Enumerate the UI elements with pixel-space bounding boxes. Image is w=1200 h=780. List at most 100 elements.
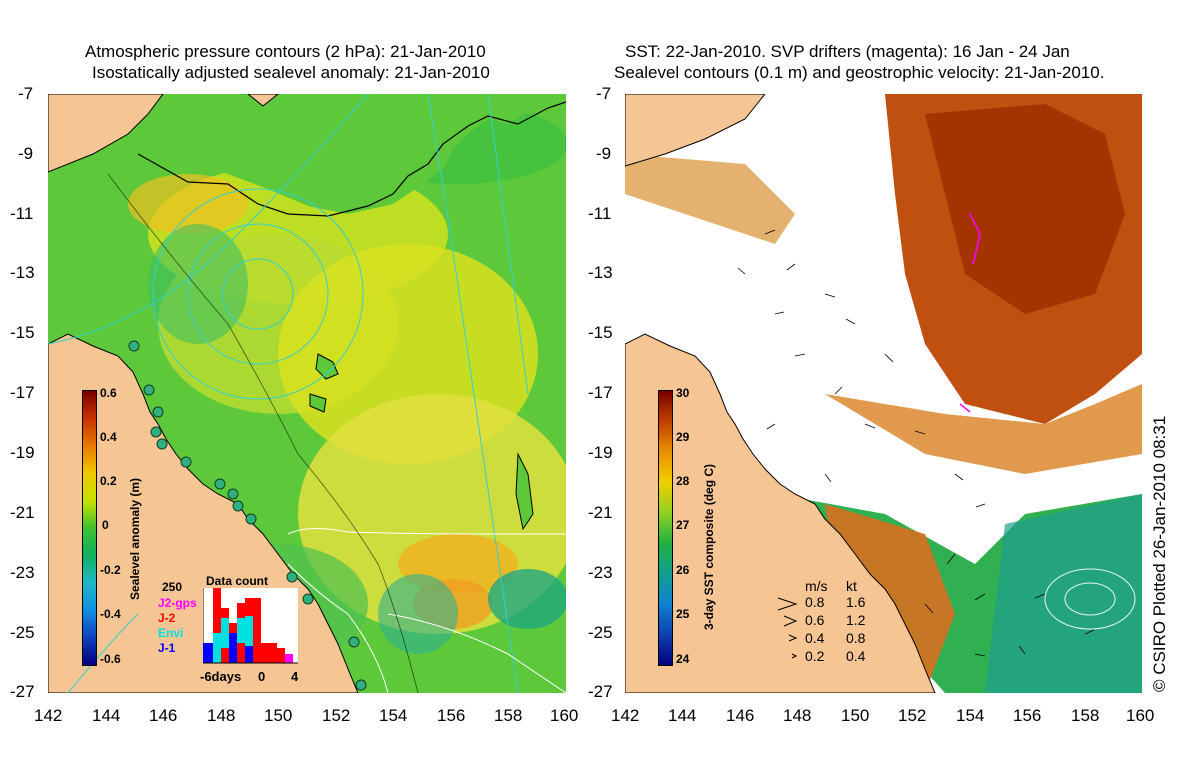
- x-tick: 144: [668, 706, 697, 725]
- left-title-line2: Isostatically adjusted sealevel anomaly:…: [92, 63, 490, 82]
- histogram-bar: [277, 648, 285, 663]
- right-map: [625, 94, 1142, 693]
- x-tick: 154: [956, 706, 985, 725]
- anomaly-blob: [378, 574, 458, 654]
- island: [515, 452, 534, 531]
- velocity-arrow-icon: [783, 615, 798, 627]
- x-tick: 148: [207, 706, 236, 725]
- anomaly-blob: [128, 174, 248, 234]
- colorbar-tick: 28: [676, 474, 690, 488]
- credit-text: © CSIRO Plotted 26-Jan-2010 08:31: [1150, 415, 1169, 692]
- velocity-kt-value: 0.8: [846, 630, 866, 646]
- velocity-header-kt: kt: [846, 578, 857, 594]
- y-tick: -17: [588, 383, 613, 402]
- histogram-bar: [253, 598, 261, 663]
- x-tick: 152: [898, 706, 927, 725]
- histogram-x-label: -6days: [200, 669, 242, 684]
- sst-map: [625, 94, 1142, 693]
- y-tick: -19: [10, 443, 35, 462]
- geostrophic-velocity-arrows: [737, 229, 1095, 657]
- histogram-bar: [203, 643, 213, 663]
- velocity-ms-value: 0.8: [805, 594, 825, 610]
- y-tick: -11: [10, 204, 34, 223]
- histogram-bar: [213, 633, 221, 663]
- histogram-x-label: 0: [258, 669, 266, 684]
- x-tick: 156: [437, 706, 466, 725]
- velocity-arrow-icon: [791, 653, 798, 659]
- island: [309, 393, 327, 413]
- velocity-ms-value: 0.6: [805, 612, 825, 628]
- data-count-histogram: [203, 588, 298, 664]
- velocity-kt-value: 1.2: [846, 612, 866, 628]
- y-tick: -23: [588, 563, 613, 582]
- colorbar-label: 3-day SST composite (deg C): [702, 463, 716, 630]
- legend-j2-gps: J2-gps: [158, 596, 197, 610]
- anomaly-blob: [488, 569, 566, 629]
- y-tick: -19: [588, 443, 613, 462]
- y-tick: -15: [10, 323, 35, 342]
- australia-land: [625, 333, 936, 693]
- y-tick: -13: [588, 263, 613, 282]
- colorbar-tick: 0: [102, 518, 109, 532]
- colorbar-gradient: [82, 390, 97, 666]
- histogram-bar: [261, 643, 269, 663]
- velocity-ms-value: 0.2: [805, 648, 825, 664]
- legend-envi: Envi: [158, 626, 184, 640]
- pressure-contours: [48, 94, 529, 693]
- x-tick: 142: [34, 706, 63, 725]
- sst-patch: [625, 154, 795, 244]
- legend-j2: J-2: [158, 611, 176, 625]
- cool-sst-core: [985, 494, 1142, 693]
- x-tick: 146: [726, 706, 755, 725]
- colorbar-tick: 0.6: [100, 386, 117, 400]
- x-tick: 150: [264, 706, 293, 725]
- svp-drifter-track: [969, 213, 981, 265]
- island: [247, 94, 279, 107]
- right-title-line1: SST: 22-Jan-2010. SVP drifters (magenta)…: [625, 42, 1070, 61]
- colorbar-tick: 27: [676, 518, 690, 532]
- colorbar-tick: 0.2: [100, 474, 117, 488]
- right-title-line2: Sealevel contours (0.1 m) and geostrophi…: [614, 63, 1105, 82]
- y-tick: -21: [10, 503, 35, 522]
- svp-drifter-track: [959, 403, 971, 413]
- colorbar-tick: 26: [676, 563, 690, 577]
- sealevel-contours: [1044, 568, 1136, 630]
- velocity-kt-value: 0.4: [846, 648, 866, 664]
- y-tick: -9: [596, 144, 612, 163]
- y-tick: -13: [10, 263, 35, 282]
- y-tick: -27: [588, 682, 613, 701]
- colorbar-label: Sealevel anomaly (m): [128, 477, 142, 600]
- histogram-bar: [285, 654, 293, 663]
- y-tick: -27: [10, 682, 35, 701]
- y-tick: -25: [588, 623, 613, 642]
- colorbar-tick: 30: [676, 386, 690, 400]
- legend-j1: J-1: [158, 641, 176, 655]
- velocity-arrow-icon: [788, 634, 798, 642]
- histogram-bar: [237, 618, 245, 643]
- x-tick: 158: [494, 706, 523, 725]
- sst-band: [825, 384, 1142, 474]
- anomaly-blob: [148, 224, 248, 344]
- histogram-bar: [245, 646, 253, 663]
- x-tick: 148: [783, 706, 812, 725]
- colorbar-tick: -0.4: [100, 607, 121, 621]
- x-tick: 146: [149, 706, 178, 725]
- island: [315, 353, 339, 380]
- png-land-west: [48, 94, 164, 173]
- png-coastline: [137, 101, 566, 217]
- y-tick: -7: [596, 84, 612, 103]
- colorbar-tick: 24: [676, 652, 690, 666]
- white-contours: [287, 528, 566, 693]
- velocity-kt-value: 1.6: [846, 594, 866, 610]
- sealevel-anomaly-map: [48, 94, 566, 693]
- png-land-west: [625, 94, 766, 167]
- x-tick: 160: [550, 706, 579, 725]
- velocity-arrow-icon: [777, 597, 798, 611]
- left-title-line1: Atmospheric pressure contours (2 hPa): 2…: [85, 42, 486, 61]
- y-tick: -9: [18, 144, 34, 163]
- x-tick: 154: [379, 706, 408, 725]
- x-tick: 144: [92, 706, 121, 725]
- colorbar-tick: 29: [676, 430, 690, 444]
- y-tick: -21: [588, 503, 613, 522]
